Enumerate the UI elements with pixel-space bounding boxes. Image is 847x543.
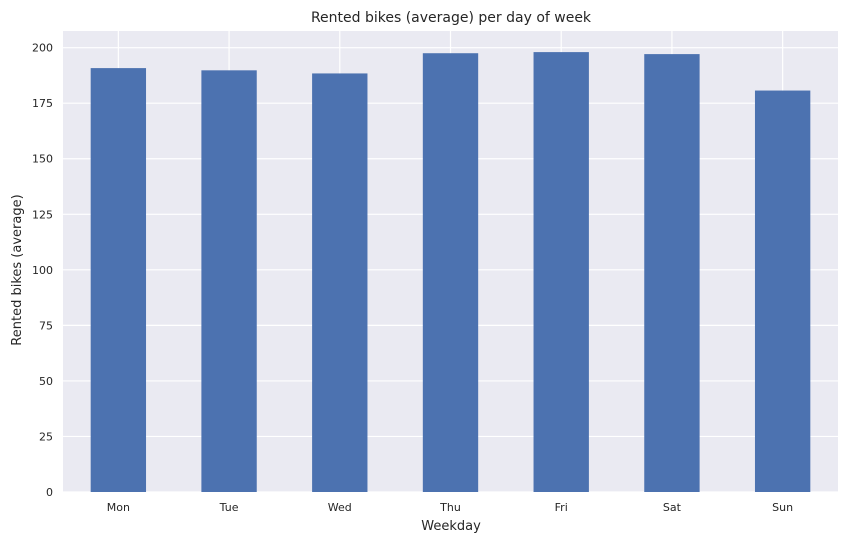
y-axis-title: Rented bikes (average) [10,194,25,345]
x-tick-label-thu: Thu [439,501,461,514]
x-tick-label-wed: Wed [328,501,352,514]
x-tick-label-sun: Sun [772,501,793,514]
x-tick-label-fri: Fri [555,501,568,514]
x-tick-label-mon: Mon [107,501,130,514]
y-tick-label-0: 0 [46,486,53,499]
y-tick-labels: 0 25 50 75 100 125 150 175 200 [32,42,53,499]
x-tick-label-tue: Tue [219,501,239,514]
bar-thu [422,53,479,493]
bars [90,52,811,493]
y-tick-label-150: 150 [32,153,53,166]
y-tick-label-50: 50 [39,375,53,388]
chart-title: Rented bikes (average) per day of week [311,10,592,26]
x-tick-labels: Mon Tue Wed Thu Fri Sat Sun [107,501,793,514]
x-axis-title: Weekday [421,519,481,534]
bar-mon [90,68,147,492]
bar-sat [644,54,700,493]
y-tick-label-25: 25 [39,430,53,443]
y-tick-label-175: 175 [32,97,53,110]
y-tick-label-200: 200 [32,42,53,55]
y-tick-label-125: 125 [32,208,53,221]
bar-sun [754,90,811,493]
bar-fri [533,52,589,493]
bar-tue [201,70,257,492]
x-tick-label-sat: Sat [663,501,682,514]
y-tick-label-100: 100 [32,264,53,277]
bar-wed [312,73,368,493]
y-tick-label-75: 75 [39,319,53,332]
